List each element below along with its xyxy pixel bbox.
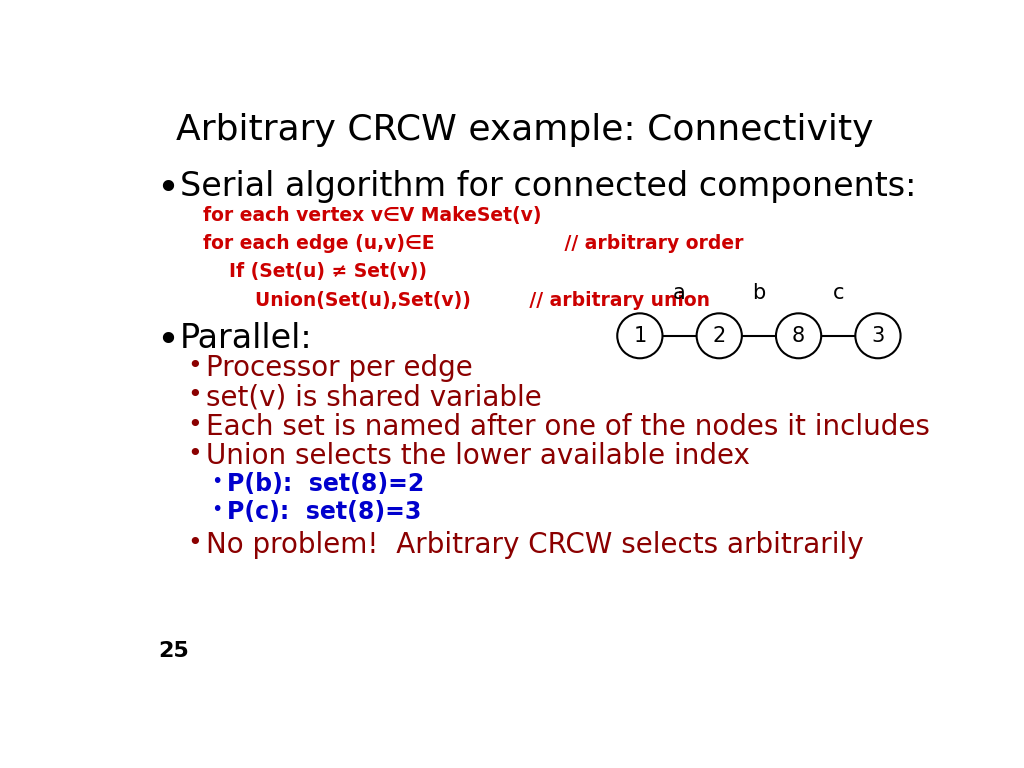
Text: •: •: [187, 353, 203, 378]
Text: a: a: [673, 283, 686, 303]
Text: Processor per edge: Processor per edge: [206, 353, 472, 382]
Text: Union(Set(u),Set(v))         // arbitrary union: Union(Set(u),Set(v)) // arbitrary union: [204, 291, 711, 310]
Text: 3: 3: [871, 326, 885, 346]
Text: •: •: [187, 383, 203, 407]
Text: set(v) is shared variable: set(v) is shared variable: [206, 383, 542, 411]
Ellipse shape: [696, 313, 741, 359]
Text: P(b):  set(8)=2: P(b): set(8)=2: [227, 472, 425, 496]
Text: No problem!  Arbitrary CRCW selects arbitrarily: No problem! Arbitrary CRCW selects arbit…: [206, 531, 863, 559]
Text: •: •: [156, 170, 179, 208]
Text: •: •: [187, 442, 203, 466]
Text: •: •: [211, 472, 222, 491]
Text: Arbitrary CRCW example: Connectivity: Arbitrary CRCW example: Connectivity: [176, 113, 873, 147]
Text: for each edge (u,v)∈E                    // arbitrary order: for each edge (u,v)∈E // arbitrary order: [204, 234, 743, 253]
Ellipse shape: [776, 313, 821, 359]
Text: 1: 1: [633, 326, 646, 346]
Text: Each set is named after one of the nodes it includes: Each set is named after one of the nodes…: [206, 412, 930, 441]
Text: 25: 25: [158, 641, 188, 661]
Text: •: •: [187, 412, 203, 437]
Text: Union selects the lower available index: Union selects the lower available index: [206, 442, 750, 470]
Text: •: •: [156, 322, 179, 359]
Text: b: b: [753, 283, 766, 303]
Text: P(c):  set(8)=3: P(c): set(8)=3: [227, 500, 422, 525]
Text: c: c: [833, 283, 844, 303]
Text: 2: 2: [713, 326, 726, 346]
Text: for each vertex v∈V MakeSet(v): for each vertex v∈V MakeSet(v): [204, 206, 542, 225]
Text: Serial algorithm for connected components:: Serial algorithm for connected component…: [179, 170, 915, 204]
Text: If (Set(u) ≠ Set(v)): If (Set(u) ≠ Set(v)): [204, 263, 427, 281]
Ellipse shape: [855, 313, 900, 359]
Text: •: •: [211, 500, 222, 519]
Ellipse shape: [617, 313, 663, 359]
Text: 8: 8: [792, 326, 805, 346]
Text: Parallel:: Parallel:: [179, 322, 312, 355]
Text: •: •: [187, 531, 203, 555]
